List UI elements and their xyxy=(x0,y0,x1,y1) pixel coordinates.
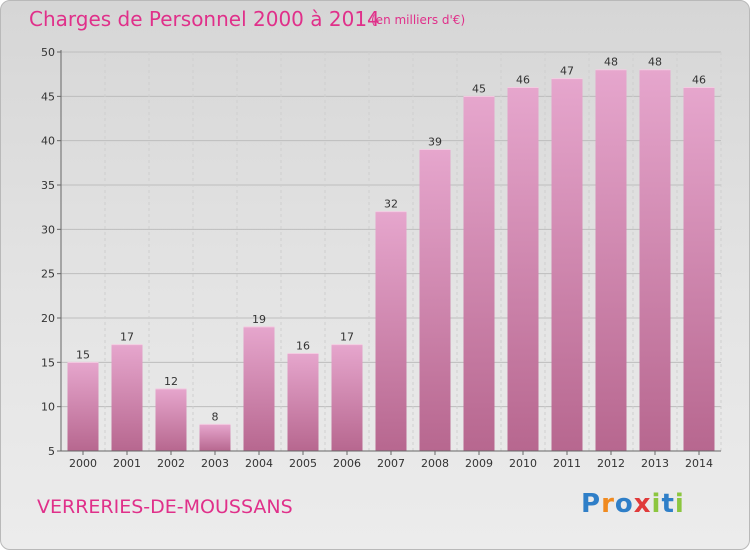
data-label-2001: 17 xyxy=(120,331,134,344)
logo-letter: x xyxy=(633,489,652,519)
logo-letter: i xyxy=(674,489,685,519)
y-tick-label: 15 xyxy=(41,356,55,369)
y-tick-label: 35 xyxy=(41,179,55,192)
data-label-2009: 45 xyxy=(472,82,486,95)
bar-2007 xyxy=(375,211,407,451)
y-tick-label: 40 xyxy=(41,135,55,148)
x-tick-label: 2006 xyxy=(333,457,361,470)
data-label-2005: 16 xyxy=(296,339,310,352)
x-tick-label: 2008 xyxy=(421,457,449,470)
logo-letter: o xyxy=(614,489,634,519)
data-label-2003: 8 xyxy=(212,410,219,423)
y-tick-label: 45 xyxy=(41,90,55,103)
data-label-2002: 12 xyxy=(164,375,178,388)
bar-2014 xyxy=(683,87,715,451)
bar-2010 xyxy=(507,87,539,451)
y-tick-label: 50 xyxy=(41,46,55,59)
x-tick-label: 2005 xyxy=(289,457,317,470)
axes: 5 10 15 20 25 30 35 40 45 50 2000 2001 2002 2003 2004 2… xyxy=(41,46,721,470)
x-tick-label: 2003 xyxy=(201,457,229,470)
logo-letter: i xyxy=(651,489,662,519)
y-tick-label: 25 xyxy=(41,268,55,281)
bar-2005 xyxy=(287,353,319,451)
x-tick-label: 2012 xyxy=(597,457,625,470)
bar-2013 xyxy=(639,69,671,451)
y-tick-label: 10 xyxy=(41,401,55,414)
data-label-2013: 48 xyxy=(648,56,662,69)
x-tick-label: 2004 xyxy=(245,457,273,470)
y-tick-label: 5 xyxy=(48,445,55,458)
data-label-2010: 46 xyxy=(516,73,530,86)
bar-2001 xyxy=(111,344,143,451)
x-tick-label: 2001 xyxy=(113,457,141,470)
bar-2004 xyxy=(243,326,275,451)
proxiti-logo: Proxiti xyxy=(581,489,685,519)
bars xyxy=(67,69,715,452)
x-tick-label: 2014 xyxy=(685,457,713,470)
x-tick-label: 2010 xyxy=(509,457,537,470)
x-tick-label: 2009 xyxy=(465,457,493,470)
data-labels: 15 17 12 8 19 16 17 32 39 45 46 47 48 48 46 xyxy=(76,56,706,424)
bar-2012 xyxy=(595,69,627,451)
bar-2002 xyxy=(155,388,187,451)
chart-title: Charges de Personnel 2000 à 2014 xyxy=(29,7,380,31)
data-label-2000: 15 xyxy=(76,348,90,361)
x-tick-label: 2000 xyxy=(69,457,97,470)
data-label-2006: 17 xyxy=(340,331,354,344)
data-label-2014: 46 xyxy=(692,73,706,86)
data-label-2004: 19 xyxy=(252,313,266,326)
x-tick-label: 2011 xyxy=(553,457,581,470)
chart-subtitle: (en milliers d'€) xyxy=(371,13,466,27)
logo-letter: P xyxy=(581,489,602,519)
bar-2006 xyxy=(331,344,363,451)
commune-name: VERRERIES-DE-MOUSSANS xyxy=(37,496,293,518)
bar-2011 xyxy=(551,78,583,451)
logo-letter: t xyxy=(661,489,675,519)
data-label-2012: 48 xyxy=(604,56,618,69)
y-tick-label: 30 xyxy=(41,223,55,236)
data-label-2007: 32 xyxy=(384,198,398,211)
data-label-2011: 47 xyxy=(560,65,574,78)
x-tick-label: 2013 xyxy=(641,457,669,470)
bar-2008 xyxy=(419,149,451,452)
x-tick-label: 2002 xyxy=(157,457,185,470)
logo-letter: r xyxy=(601,489,615,519)
x-tick-label: 2007 xyxy=(377,457,405,470)
data-label-2008: 39 xyxy=(428,136,442,149)
bar-2009 xyxy=(463,96,495,451)
bar-2000 xyxy=(67,362,99,451)
bar-2003 xyxy=(199,424,231,451)
y-tick-label: 20 xyxy=(41,312,55,325)
